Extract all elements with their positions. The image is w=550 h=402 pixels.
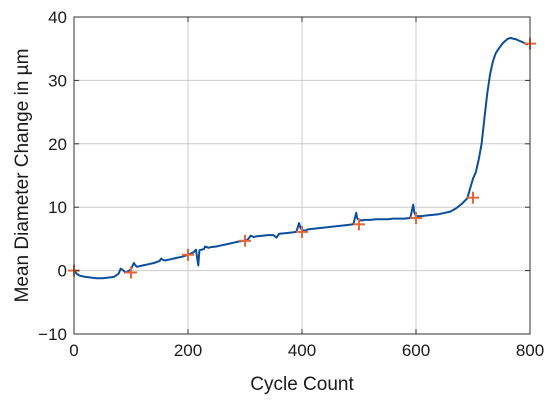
y-axis-ticks: −10 0 10 20 30 40: [38, 8, 530, 344]
x-tick-label: 400: [288, 341, 316, 360]
data-point-marker: [182, 248, 194, 261]
x-axis-ticks: 0 200 400 600 800: [69, 17, 544, 360]
data-point-marker: [296, 225, 308, 238]
data-point-marker: [410, 211, 422, 224]
grid-lines: [74, 17, 530, 334]
series-line-path: [73, 36, 529, 280]
data-point-marker: [353, 218, 365, 231]
y-tick-label: 40: [48, 8, 67, 27]
x-tick-label: 800: [516, 341, 544, 360]
data-point-marker: [239, 234, 251, 247]
diameter-change-series: [73, 36, 529, 280]
x-tick-label: 200: [174, 341, 202, 360]
data-point-marker: [125, 266, 137, 279]
data-point-marker: [467, 191, 479, 204]
y-tick-label: 20: [48, 135, 67, 154]
y-tick-label: 30: [48, 71, 67, 90]
x-tick-label: 0: [69, 341, 78, 360]
y-tick-label: 0: [58, 262, 67, 281]
y-tick-label: −10: [38, 325, 67, 344]
y-tick-label: 10: [48, 198, 67, 217]
y-axis-title: Mean Diameter Change in µm: [12, 49, 33, 303]
x-tick-label: 600: [402, 341, 430, 360]
x-axis-title: Cycle Count: [250, 374, 354, 395]
